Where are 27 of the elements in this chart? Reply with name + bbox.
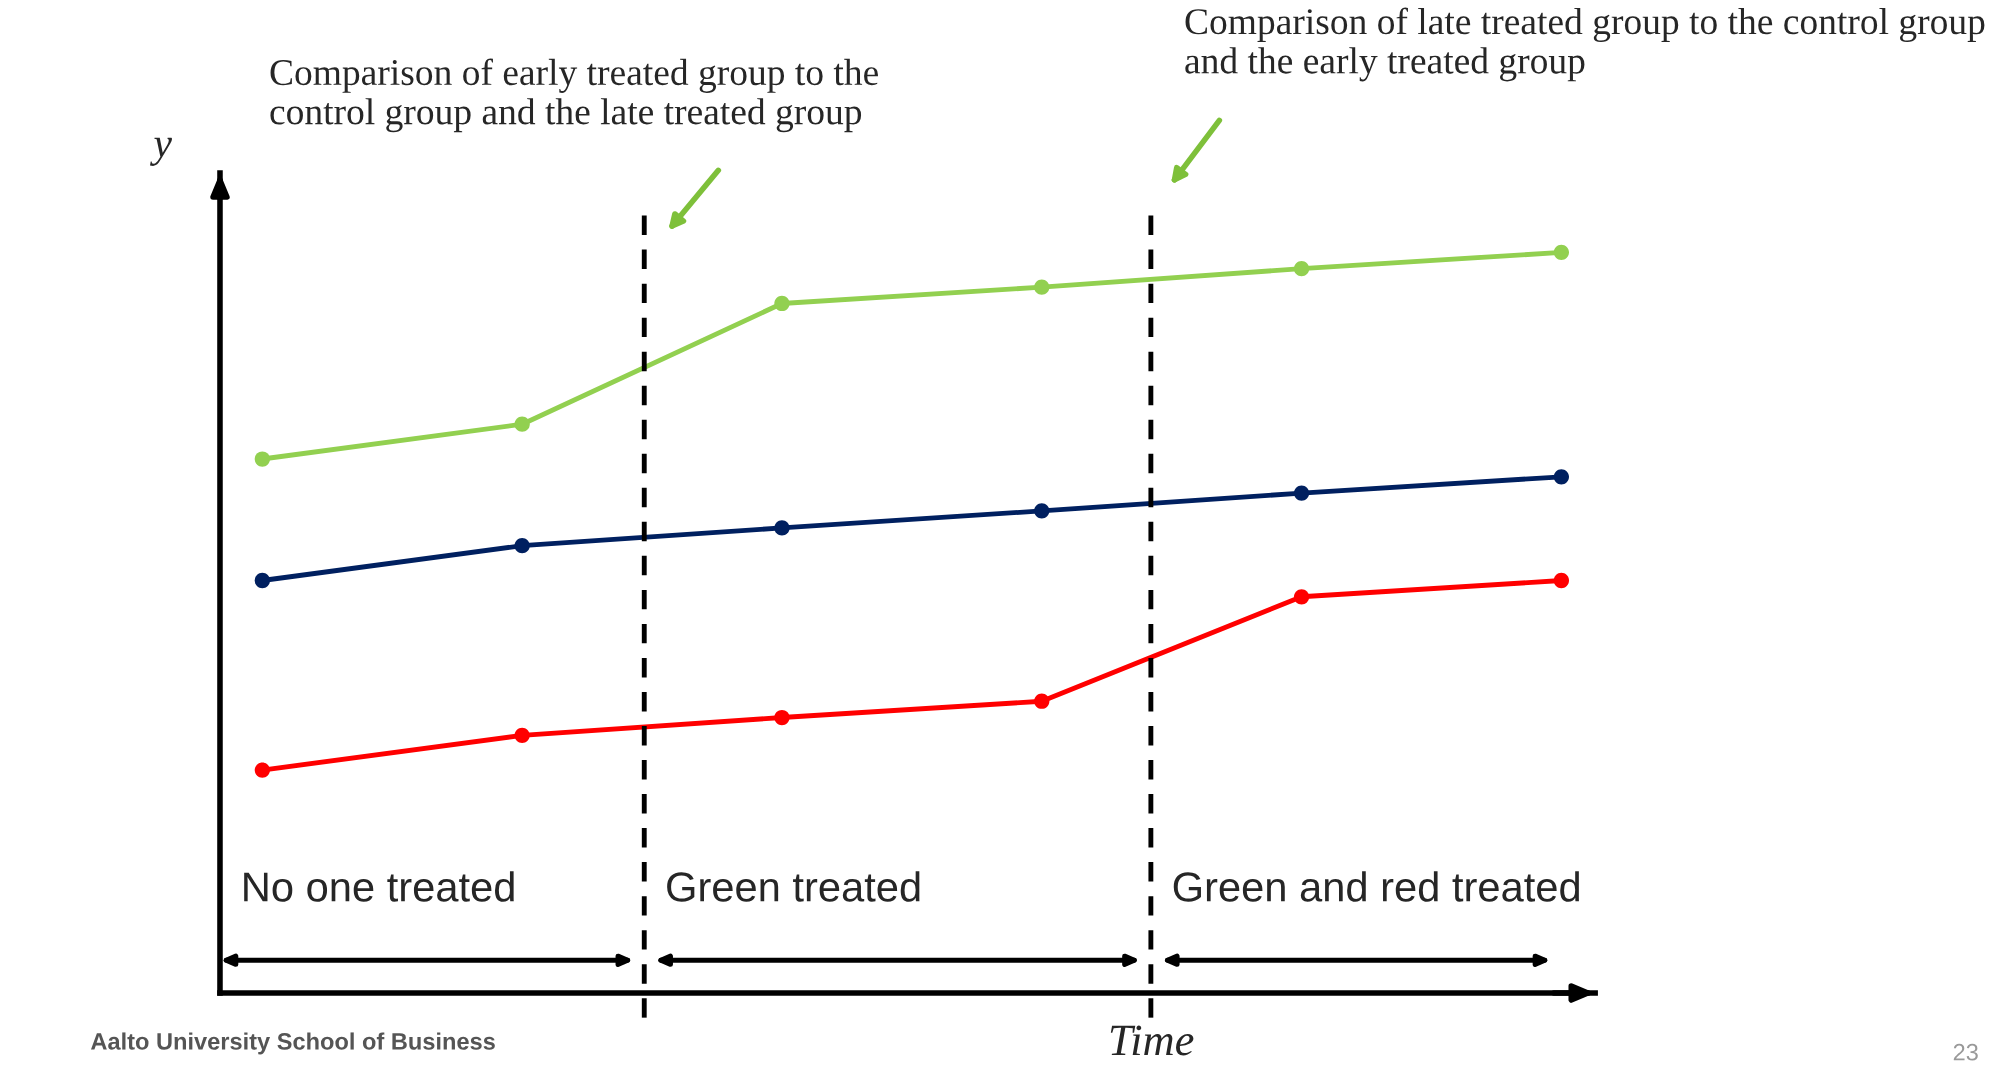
point <box>1293 261 1310 277</box>
point <box>774 520 790 536</box>
point <box>1293 589 1310 605</box>
point <box>514 416 530 432</box>
point <box>1553 244 1570 261</box>
point <box>254 762 270 778</box>
text: Comparison of early treated group to the control group and the late treated group <box>270 58 878 133</box>
point <box>1034 279 1050 295</box>
point <box>254 451 270 467</box>
text: 23 <box>1953 1043 1978 1061</box>
point <box>1034 503 1050 519</box>
annotation: Green treated <box>667 871 920 902</box>
text: Comparison of late treated group to the control group and the early treated group <box>1185 7 1985 82</box>
text: Aalto University School of Business <box>90 1032 495 1055</box>
point <box>1553 469 1570 485</box>
point <box>514 727 530 743</box>
annotation: No one treated <box>244 871 514 902</box>
point <box>774 295 790 312</box>
point <box>774 709 790 726</box>
y-axis-title: y <box>150 137 172 166</box>
point <box>1293 485 1310 501</box>
point <box>1553 572 1570 589</box>
x-axis-title: Time <box>1110 1025 1194 1056</box>
point <box>1034 693 1050 709</box>
point <box>514 538 530 554</box>
point <box>254 572 270 589</box>
annotation: Green and red treated <box>1173 871 1579 902</box>
